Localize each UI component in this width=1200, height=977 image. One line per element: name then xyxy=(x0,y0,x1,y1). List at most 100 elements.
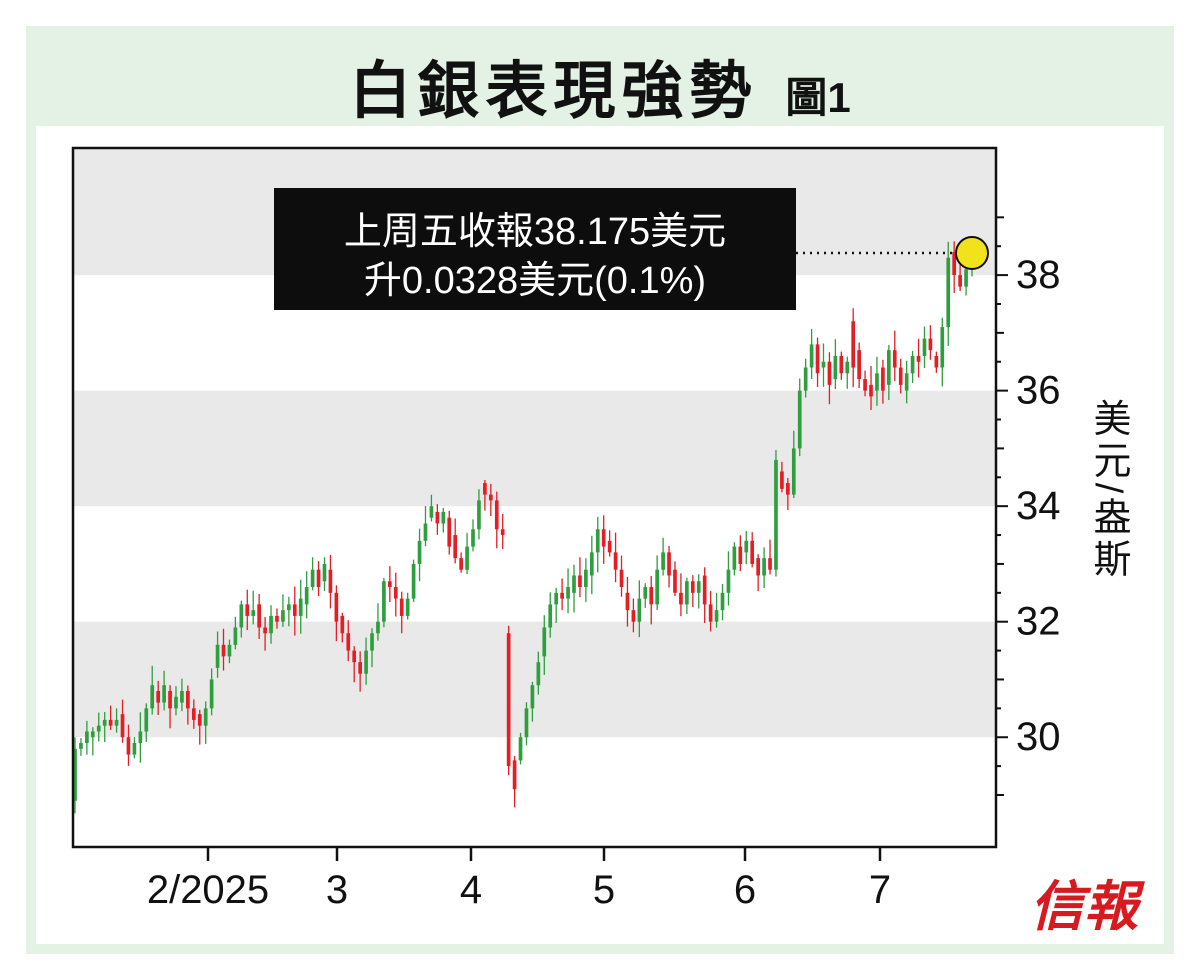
candle xyxy=(667,546,671,588)
candle xyxy=(780,461,784,493)
candle-body xyxy=(797,390,802,449)
candle xyxy=(833,339,838,390)
candle xyxy=(292,586,297,636)
candle xyxy=(477,489,481,540)
candle-body xyxy=(946,257,951,328)
candle xyxy=(488,483,493,517)
candle-body xyxy=(542,627,547,657)
candle-body xyxy=(774,459,778,570)
candle xyxy=(791,430,796,499)
candle-body xyxy=(488,494,493,501)
candle-body xyxy=(126,737,131,755)
candle-body xyxy=(85,731,89,744)
figure-label: 圖1 xyxy=(785,74,851,121)
candle-body xyxy=(667,552,671,576)
candle xyxy=(411,559,416,602)
candle xyxy=(845,356,850,389)
candle-body xyxy=(673,569,677,593)
candle xyxy=(257,593,261,639)
candle xyxy=(203,701,208,744)
candle-body xyxy=(221,644,226,657)
grid-band xyxy=(73,621,996,738)
candle xyxy=(340,612,345,643)
candle-body xyxy=(780,471,784,489)
candle-body xyxy=(839,355,844,374)
candle xyxy=(405,592,410,620)
candle xyxy=(435,504,440,535)
candle xyxy=(281,594,285,627)
candle-body xyxy=(613,552,618,570)
candle xyxy=(197,709,202,745)
candle-body xyxy=(96,725,101,732)
candle-body xyxy=(108,719,113,726)
candle xyxy=(310,557,315,591)
candle-body xyxy=(79,743,83,749)
candle-body xyxy=(578,575,582,588)
annotation-line-2: 升0.0328美元(0.1%) xyxy=(364,260,706,302)
candle xyxy=(886,345,891,401)
candle-body xyxy=(162,685,166,703)
candle-body xyxy=(186,691,190,709)
candle-body xyxy=(150,685,155,709)
candle-body xyxy=(257,604,261,628)
candle xyxy=(863,370,867,397)
candle xyxy=(643,583,648,608)
candle xyxy=(191,699,196,729)
candle xyxy=(506,625,511,776)
grid-band xyxy=(73,390,996,507)
candle xyxy=(132,737,137,759)
candle-body xyxy=(393,587,398,599)
candle-body xyxy=(405,598,410,616)
candle-body xyxy=(144,708,149,732)
candle-body xyxy=(120,714,125,738)
candle-body xyxy=(886,350,891,385)
candle-body xyxy=(340,615,345,634)
candle-body xyxy=(429,506,434,518)
candle-body xyxy=(156,691,161,703)
candle-body xyxy=(376,621,380,634)
candle xyxy=(607,530,612,557)
candle-body xyxy=(251,610,256,616)
candle xyxy=(174,686,178,716)
candle-body xyxy=(435,511,440,524)
candle-body xyxy=(500,529,505,536)
candle xyxy=(839,351,844,380)
candle-body xyxy=(453,535,458,559)
candle xyxy=(601,515,606,564)
candle xyxy=(138,712,143,763)
candle-body xyxy=(952,251,957,276)
candle-body xyxy=(857,350,861,380)
candle-body xyxy=(494,500,499,530)
candle xyxy=(673,561,677,597)
candle xyxy=(542,615,547,675)
candle-body xyxy=(762,558,766,576)
candle-body xyxy=(625,592,630,611)
candle-body xyxy=(928,338,933,351)
candle-body xyxy=(881,367,885,391)
candle-body xyxy=(417,540,422,564)
candle xyxy=(649,576,654,625)
candle-body xyxy=(346,633,351,651)
candle-body xyxy=(524,708,529,738)
candle xyxy=(269,605,273,644)
candle xyxy=(821,343,826,387)
candle xyxy=(126,724,131,766)
candle xyxy=(875,356,879,406)
candle xyxy=(530,681,535,722)
candle-body xyxy=(869,384,873,397)
candle-body xyxy=(269,615,273,634)
candle xyxy=(613,532,618,583)
candle xyxy=(471,519,475,552)
candle-body xyxy=(441,511,446,524)
candle-body xyxy=(370,633,374,651)
candle-body xyxy=(637,598,642,622)
candle xyxy=(417,528,422,582)
candle xyxy=(940,317,945,387)
candle-body xyxy=(411,563,416,599)
annotation-box xyxy=(274,188,796,310)
candle-body xyxy=(73,748,77,801)
candle-body xyxy=(732,546,737,570)
candle xyxy=(952,241,957,293)
candle xyxy=(797,378,802,457)
candle xyxy=(73,737,77,814)
